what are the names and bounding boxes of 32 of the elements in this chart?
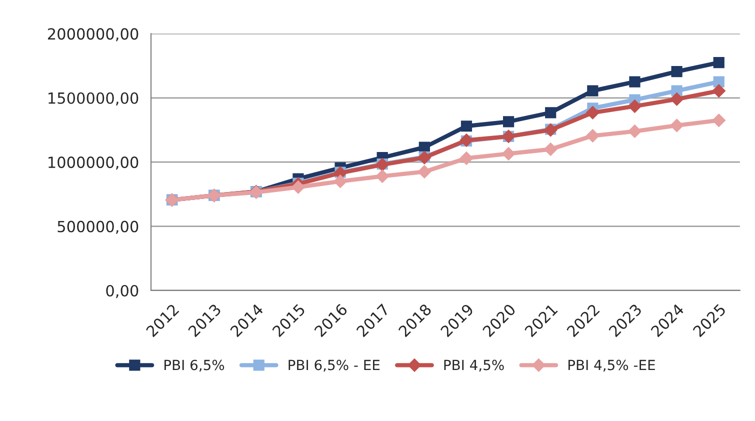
point	[545, 107, 556, 118]
y-tick-label: 500000,00	[58, 220, 138, 234]
legend-label: PBI 6,5%	[164, 360, 224, 372]
point	[671, 66, 682, 78]
point	[629, 76, 640, 88]
legend-label: PBI 4,5% -EE	[568, 360, 655, 372]
point	[502, 116, 514, 128]
point	[712, 84, 726, 98]
point	[460, 120, 472, 132]
point	[334, 174, 347, 188]
point	[587, 85, 598, 96]
point	[628, 124, 642, 138]
point	[460, 152, 474, 165]
point	[586, 106, 600, 120]
point	[502, 147, 516, 160]
y-tick-label: 1000000,00	[48, 156, 138, 170]
point	[544, 142, 558, 156]
point	[712, 114, 726, 127]
y-tick-label: 0,00	[106, 284, 138, 298]
point	[628, 100, 642, 113]
legend-label: PBI 4,5%	[444, 360, 504, 372]
y-tick-label: 1500000,00	[48, 92, 138, 106]
point	[292, 180, 305, 194]
point	[713, 57, 724, 68]
legend-label: PBI 6,5% - EE	[288, 360, 380, 372]
point	[586, 129, 600, 142]
point	[713, 76, 724, 88]
point	[670, 118, 684, 132]
point	[670, 92, 684, 106]
point	[418, 165, 432, 178]
point	[376, 170, 389, 183]
y-tick-label: 2000000,00	[48, 28, 138, 42]
